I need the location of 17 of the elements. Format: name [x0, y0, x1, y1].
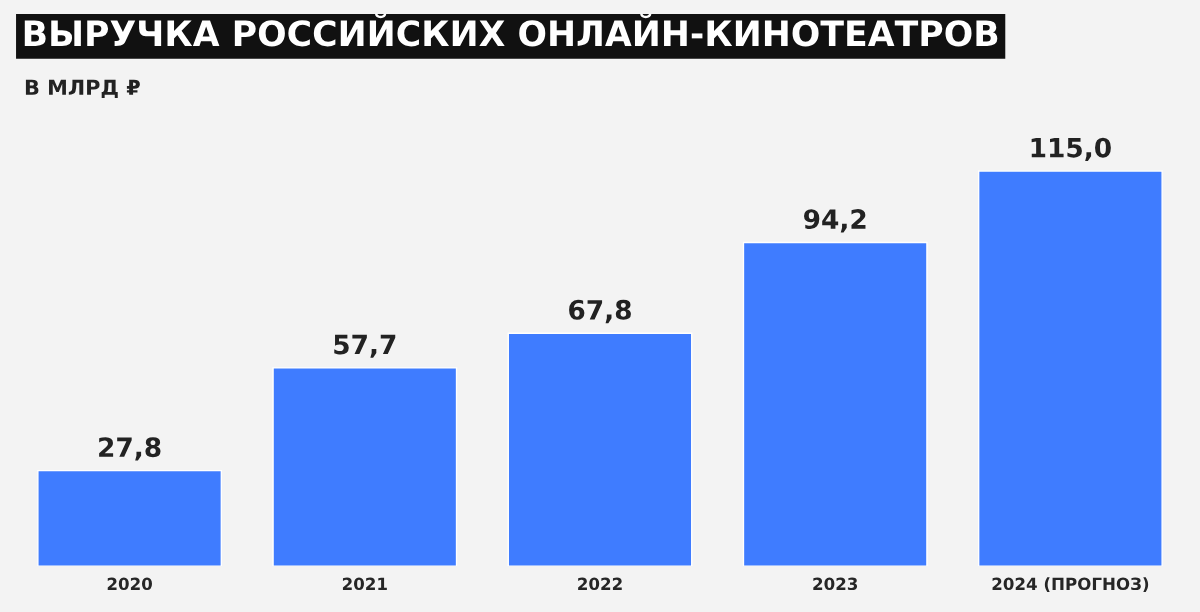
bar — [37, 469, 223, 567]
x-tick-label: 2022 — [578, 577, 622, 591]
bar — [742, 241, 928, 567]
chart-title: ВЫРУЧКА РОССИЙСКИХ ОНЛАЙН-КИНОТЕАТРОВ — [24, 13, 998, 47]
x-tick-label: 2020 — [107, 577, 152, 591]
x-tick-label: 2023 — [813, 577, 858, 591]
data-label: 57,7 — [334, 334, 396, 358]
bar — [977, 170, 1163, 567]
data-label: 94,2 — [804, 209, 866, 233]
data-label: 67,8 — [569, 299, 631, 324]
bar — [507, 332, 693, 567]
data-label: 27,8 — [99, 437, 161, 461]
x-tick-label: 2024 (ПРОГНОЗ) — [992, 577, 1149, 593]
chart-subtitle: В МЛРД ₽ — [25, 79, 140, 99]
x-tick-label: 2021 — [342, 577, 387, 591]
bar — [272, 367, 458, 567]
data-label: 115,0 — [1031, 137, 1111, 162]
